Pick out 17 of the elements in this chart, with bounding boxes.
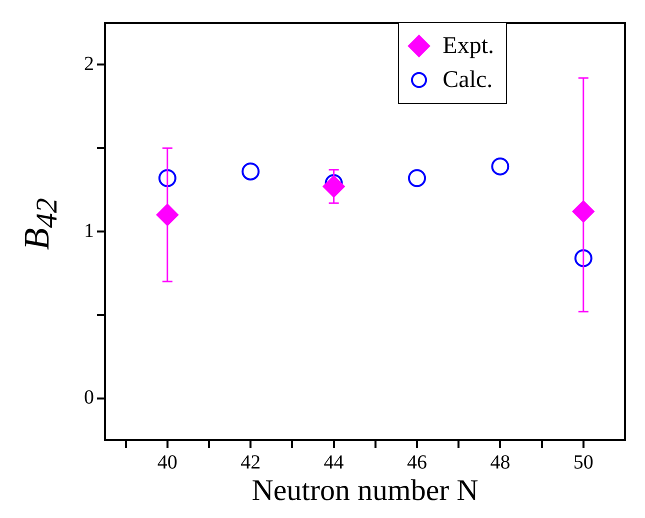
x-axis-title: Neutron number N <box>252 474 478 507</box>
x-tick-label: 48 <box>490 451 510 474</box>
point <box>156 204 178 226</box>
legend-label: Expt. <box>442 32 494 61</box>
point <box>408 169 426 188</box>
y-tick-label: 0 <box>84 386 94 409</box>
x-tick-label: 40 <box>157 451 178 474</box>
point <box>242 162 260 180</box>
point <box>491 157 510 176</box>
x-tick-label: 46 <box>407 451 427 474</box>
x-tick-label: 50 <box>573 451 594 474</box>
point <box>322 175 345 198</box>
x-tick-label: 42 <box>240 451 261 474</box>
x-tick-label: 44 <box>324 451 344 474</box>
y-tick-label: 1 <box>84 220 94 242</box>
y-tick-label: 2 <box>84 52 94 75</box>
legend-label: Calc. <box>442 66 493 95</box>
